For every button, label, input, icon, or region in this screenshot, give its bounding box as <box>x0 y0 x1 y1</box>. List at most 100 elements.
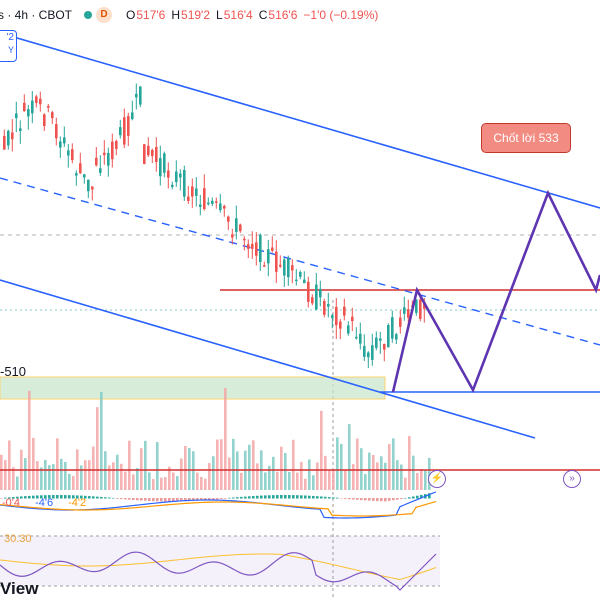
candle-body <box>299 272 302 277</box>
macd-histogram-bar <box>208 498 211 500</box>
macd-histogram-bar <box>148 498 151 501</box>
volume-bar <box>180 458 183 490</box>
candle-body <box>27 109 30 117</box>
candle-body <box>323 301 326 315</box>
macd-histogram-bar <box>12 497 15 499</box>
macd-histogram-bar <box>172 498 175 502</box>
macd-histogram-bar <box>392 498 395 501</box>
volume-bar <box>240 472 243 490</box>
volume-bar <box>288 471 291 490</box>
rsi-line <box>0 551 437 591</box>
macd-histogram-bar <box>4 497 7 499</box>
fast-forward-icon[interactable]: » <box>563 470 581 488</box>
candle-body <box>39 98 42 105</box>
macd-histogram-bar <box>344 498 347 499</box>
low-label: L <box>216 8 223 22</box>
volume-bar <box>252 440 255 490</box>
volume-bar <box>64 461 67 490</box>
symbol-label[interactable]: s · 4h · CBOT <box>0 8 73 22</box>
delayed-data-badge[interactable]: D <box>96 7 113 23</box>
macd-histogram-bar <box>404 497 407 499</box>
volume-bar <box>4 460 7 490</box>
candle-body <box>63 137 66 144</box>
volume-bar <box>68 473 71 490</box>
candle-body <box>239 224 242 232</box>
candle-body <box>371 345 374 360</box>
macd-histogram-bar <box>212 498 215 500</box>
candle-body <box>327 303 330 307</box>
macd-histogram-bar <box>100 496 103 499</box>
macd-histogram-bar <box>260 495 263 499</box>
legend-toggle-tag[interactable]: '2 Y <box>0 30 17 62</box>
candle-body <box>139 86 142 105</box>
volume-bar <box>340 443 343 490</box>
macd-histogram-bar <box>248 496 251 499</box>
macd-histogram-bar <box>364 498 367 501</box>
volume-bar <box>188 447 191 490</box>
macd-histogram-bar <box>96 496 99 499</box>
macd-histogram-bar <box>240 496 243 499</box>
candle-body <box>35 96 38 103</box>
volume-bar <box>328 469 331 490</box>
volume-bar <box>352 464 355 490</box>
macd-histogram-bar <box>284 495 287 499</box>
macd-histogram-bar <box>300 495 303 499</box>
projection-path <box>391 189 600 394</box>
candle-body <box>283 259 286 276</box>
volume-bar <box>312 475 315 490</box>
volume-bar <box>156 442 159 490</box>
high-value: 519'2 <box>181 8 211 22</box>
volume-bar <box>196 472 199 490</box>
volume-bar <box>0 454 3 490</box>
macd-histogram-bar <box>120 498 123 500</box>
candle-body <box>183 170 186 197</box>
volume-bar <box>280 446 283 490</box>
volume-bar <box>388 444 391 490</box>
candle-body <box>119 127 122 136</box>
volume-bar <box>144 440 147 490</box>
channel-top <box>0 32 600 209</box>
volume-bar <box>204 478 207 490</box>
macd-histogram-bar <box>40 495 43 499</box>
macd-histogram-bar <box>232 497 235 499</box>
macd-signal-value: -4'2 <box>68 497 87 509</box>
candle-body <box>359 333 362 344</box>
volume-bar <box>28 390 31 490</box>
candle-body <box>307 281 310 302</box>
macd-histogram-bar <box>156 498 159 502</box>
take-profit-callout[interactable]: Chốt lời 533 <box>481 123 571 153</box>
candle-body <box>407 309 410 318</box>
volume-bar <box>380 456 383 490</box>
candle-body <box>23 102 26 112</box>
candle-body <box>151 149 154 157</box>
volume-bar <box>108 465 111 490</box>
macd-histogram-bar <box>48 495 51 499</box>
candle-body <box>223 205 226 209</box>
volume-bar <box>300 461 303 490</box>
candle-body <box>311 297 314 304</box>
close-value: 516'6 <box>268 8 298 22</box>
volume-bar <box>168 466 171 490</box>
volume-bar <box>412 455 415 490</box>
macd-histogram-bar <box>412 496 415 499</box>
macd-histogram-bar <box>124 498 127 500</box>
macd-histogram-bar <box>388 498 391 501</box>
volume-bar <box>200 476 203 490</box>
lightning-icon[interactable]: ⚡ <box>428 470 446 488</box>
candle-body <box>395 334 398 340</box>
volume-bar <box>12 467 15 490</box>
candle-body <box>255 242 258 256</box>
macd-histogram-bar <box>408 497 411 499</box>
candle-body <box>403 307 406 314</box>
candle-body <box>79 163 82 174</box>
macd-histogram-bar <box>56 495 59 499</box>
macd-histogram-bar <box>316 496 319 499</box>
macd-histogram-bar <box>176 498 179 502</box>
candle-body <box>291 265 294 271</box>
volume-bar <box>224 388 227 490</box>
candle-body <box>11 132 14 140</box>
candle-body <box>167 170 170 178</box>
volume-bar <box>248 444 251 490</box>
